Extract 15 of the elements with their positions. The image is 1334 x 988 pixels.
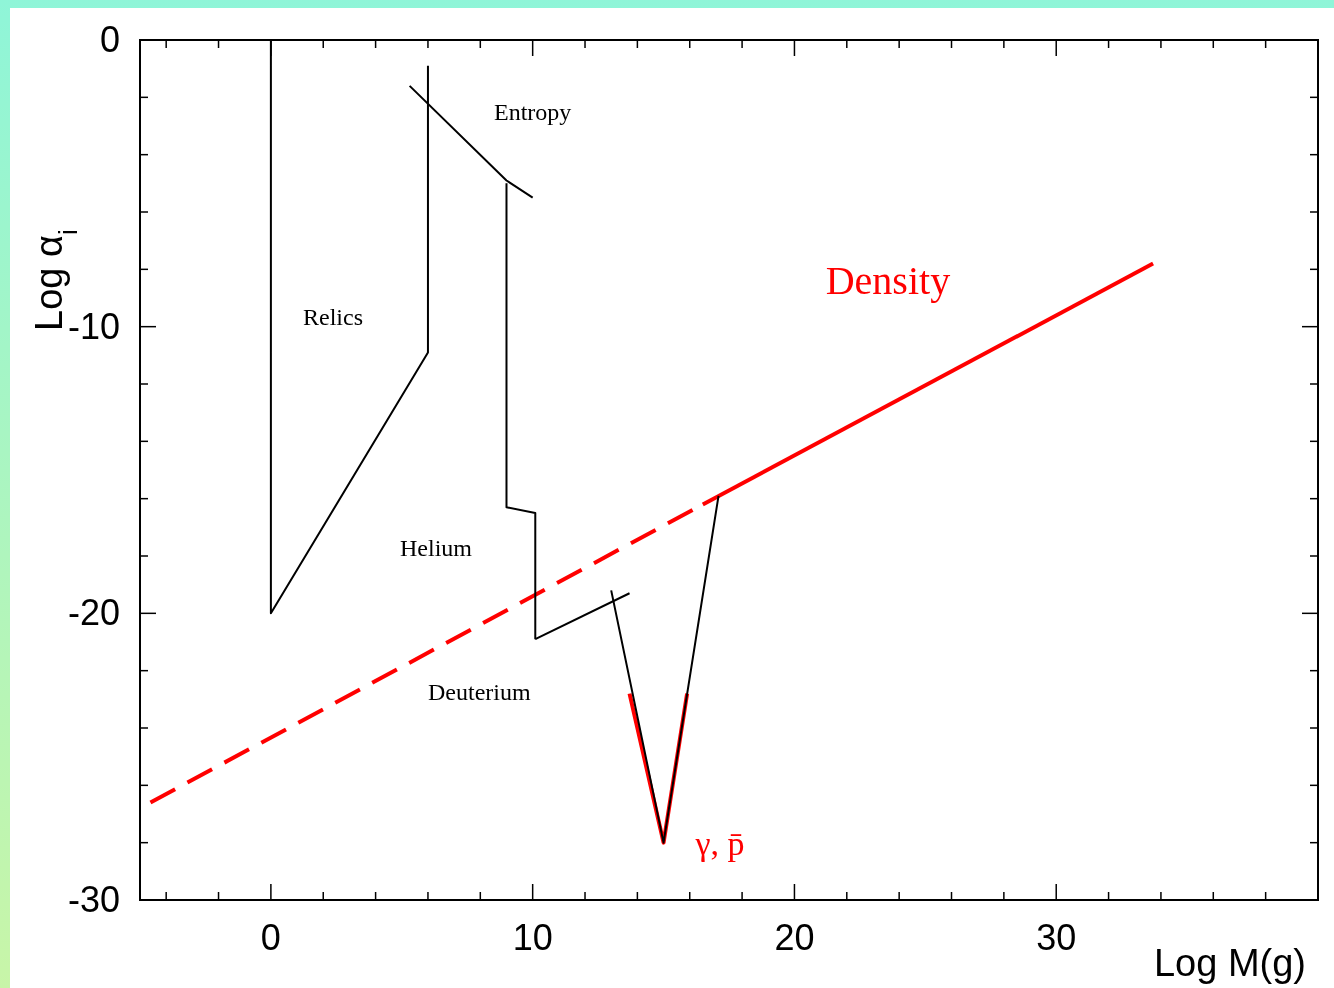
x-tick-label: 30 [1036,917,1077,958]
y-tick-label: -20 [67,592,120,634]
series-label: Density [825,258,951,303]
x-tick-label: 20 [774,917,815,958]
x-axis-title: Log M(g) [1153,942,1306,984]
annotation: Deuterium [428,679,531,705]
y-tick-label: -10 [67,305,120,347]
x-tick-label: 10 [512,917,553,958]
series-label: γ, p̄ [694,824,745,862]
x-tick-label: 0 [260,917,281,958]
annotation: Relics [303,304,363,330]
y-tick-label: -30 [67,879,120,920]
annotation: Helium [400,535,473,561]
annotation: Entropy [494,99,572,125]
y-tick-label: 0 [99,19,120,60]
